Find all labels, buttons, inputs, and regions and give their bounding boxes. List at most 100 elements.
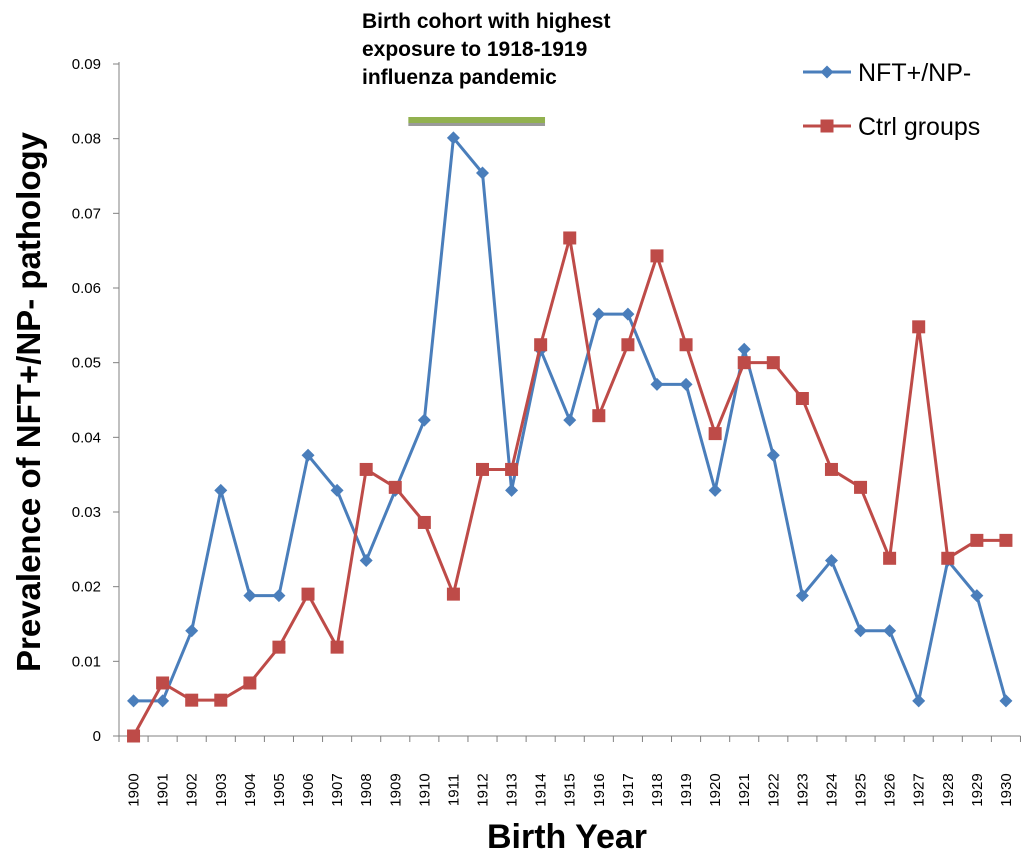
x-tick-label: 1923 [794,773,811,806]
cohort-bar-shadow [408,123,546,126]
y-tick-label: 0.01 [72,653,101,670]
chart-axes [113,62,1021,742]
data-point [127,694,141,708]
data-point [708,427,722,441]
data-point [621,307,635,321]
y-tick-label: 0.05 [72,355,101,372]
x-tick-label: 1902 [184,773,201,806]
data-point [708,483,722,497]
data-point [650,377,664,391]
data-point [912,694,926,708]
x-tick-label: 1913 [504,773,521,806]
annotation-line: exposure to 1918-1919 [362,38,587,61]
data-point [156,676,170,690]
data-point [679,338,693,352]
x-tick-label: 1920 [707,773,724,806]
x-tick-labels: 1900 1901 1902 1903 1904 1905 1906 1907 1908 1909… [126,773,1015,806]
data-point [824,462,838,476]
x-tick-label: 1915 [562,773,579,806]
x-tick-label: 1918 [649,773,666,806]
data-point [592,307,606,321]
data-point [912,320,926,334]
data-point [185,624,199,638]
data-point [243,676,257,690]
x-tick-label: 1924 [823,773,840,806]
x-tick-label: 1910 [416,773,433,806]
data-point [243,589,257,603]
x-tick-label: 1929 [969,773,986,806]
data-point [388,480,402,494]
x-tick-label: 1909 [387,773,404,806]
data-point [417,515,431,529]
legend-marker [820,65,834,79]
data-point [505,462,519,476]
data-point [563,413,577,427]
series-line [132,236,1006,737]
data-point [883,624,897,638]
data-point [330,483,344,497]
data-point [301,448,315,462]
x-tick-label: 1903 [213,773,230,806]
x-tick-label: 1911 [445,774,462,806]
x-tick-label: 1905 [271,773,288,806]
data-point [650,249,664,263]
data-point [592,409,606,423]
y-tick-label: 0.04 [72,429,101,446]
data-point [737,356,751,370]
data-point [301,587,315,601]
data-point [824,554,838,568]
data-point [766,448,780,462]
data-point [795,589,809,603]
x-tick-label: 1917 [620,773,637,806]
data-point [854,624,868,638]
chart-series [127,131,1013,743]
x-tick-label: 1901 [155,773,172,806]
y-tick-labels: 0 0.01 0.02 0.03 0.04 0.05 0.06 0.07 0.08 0.09 [72,56,101,745]
data-point [854,480,868,494]
y-tick-label: 0.08 [72,131,101,148]
data-point [941,551,955,565]
x-tick-label: 1922 [765,773,782,806]
data-point [999,694,1013,708]
x-tick-label: 1926 [882,773,899,806]
data-point [679,377,693,391]
annotation-line: Birth cohort with highest [362,10,610,33]
data-point [621,338,635,352]
data-point [417,413,431,427]
data-point [563,231,577,245]
data-point [795,392,809,406]
legend-label: NFT+/NP- [858,59,971,87]
x-axis-label: Birth Year [487,818,647,856]
data-point [766,356,780,370]
annotation-line: influenza pandemic [362,66,557,89]
data-point [359,554,373,568]
y-tick-label: 0.02 [72,579,101,596]
x-tick-label: 1906 [300,773,317,806]
y-tick-label: 0.06 [72,280,101,297]
y-tick-label: 0.09 [72,56,101,73]
data-point [505,483,519,497]
cohort-bar [408,117,546,123]
x-tick-label: 1916 [591,773,608,806]
x-tick-label: 1930 [998,773,1015,806]
y-tick-label: 0.07 [72,205,101,222]
y-axis-label: Prevalence of NFT+/NP- pathology [10,131,47,672]
y-tick-label: 0 [93,728,101,745]
series-ctrl-groups [127,231,1013,743]
x-tick-label: 1912 [475,773,492,806]
data-point [330,640,344,654]
data-point [185,693,199,707]
data-point [534,338,548,352]
series-nft-np [127,131,1013,708]
data-point [214,483,228,497]
x-tick-label: 1904 [242,773,259,806]
data-point [446,131,460,145]
data-point [999,533,1013,547]
data-point [272,589,286,603]
x-tick-label: 1925 [853,773,870,806]
x-tick-label: 1914 [533,773,550,806]
data-point [476,166,489,180]
x-tick-label: 1907 [329,773,346,806]
data-point [214,693,228,707]
